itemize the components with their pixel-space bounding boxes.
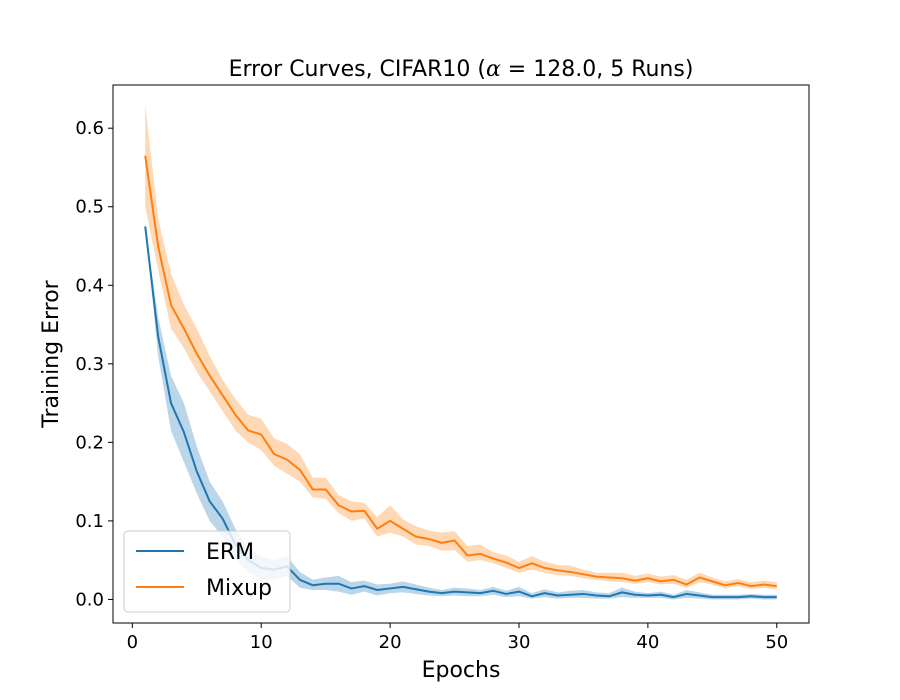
mixup-legend-label: Mixup [206, 576, 272, 601]
y-tick-label: 0.3 [75, 354, 104, 375]
y-tick-label: 0.0 [75, 589, 104, 610]
y-tick-label: 0.2 [75, 432, 104, 453]
y-tick-label: 0.1 [75, 511, 104, 532]
plot-frame [112, 84, 810, 624]
mixup-band [145, 104, 777, 590]
y-axis-ticks: 0.0 0.1 0.2 0.3 0.4 0.5 0.6 [75, 118, 113, 610]
x-tick-label: 10 [250, 632, 273, 653]
plot-area: 0 10 20 30 40 50 0.0 0.1 0.2 0.3 0.4 0.5 0.6 [75, 84, 810, 653]
y-tick-label: 0.6 [75, 118, 104, 139]
y-axis-label: Training Error [39, 279, 64, 428]
erm-legend-label: ERM [206, 540, 254, 565]
legend: ERM Mixup [123, 530, 291, 613]
x-tick-label: 50 [765, 632, 788, 653]
y-tick-label: 0.4 [75, 275, 104, 296]
chart-title-alpha: α [486, 57, 501, 82]
x-tick-label: 20 [379, 632, 402, 653]
chart-title: Error Curves, CIFAR10 (α = 128.0, 5 Runs… [229, 57, 694, 82]
x-tick-label: 40 [636, 632, 659, 653]
x-axis-label: Epochs [422, 658, 501, 683]
chart-title-suffix: = 128.0, 5 Runs) [501, 57, 694, 82]
x-axis-ticks: 0 10 20 30 40 50 [127, 623, 788, 653]
x-tick-label: 30 [508, 632, 531, 653]
confidence-bands [145, 104, 777, 600]
x-tick-label: 0 [127, 632, 138, 653]
chart-title-prefix: Error Curves, CIFAR10 ( [229, 57, 486, 82]
y-tick-label: 0.5 [75, 197, 104, 218]
mixup-line [144, 155, 777, 588]
